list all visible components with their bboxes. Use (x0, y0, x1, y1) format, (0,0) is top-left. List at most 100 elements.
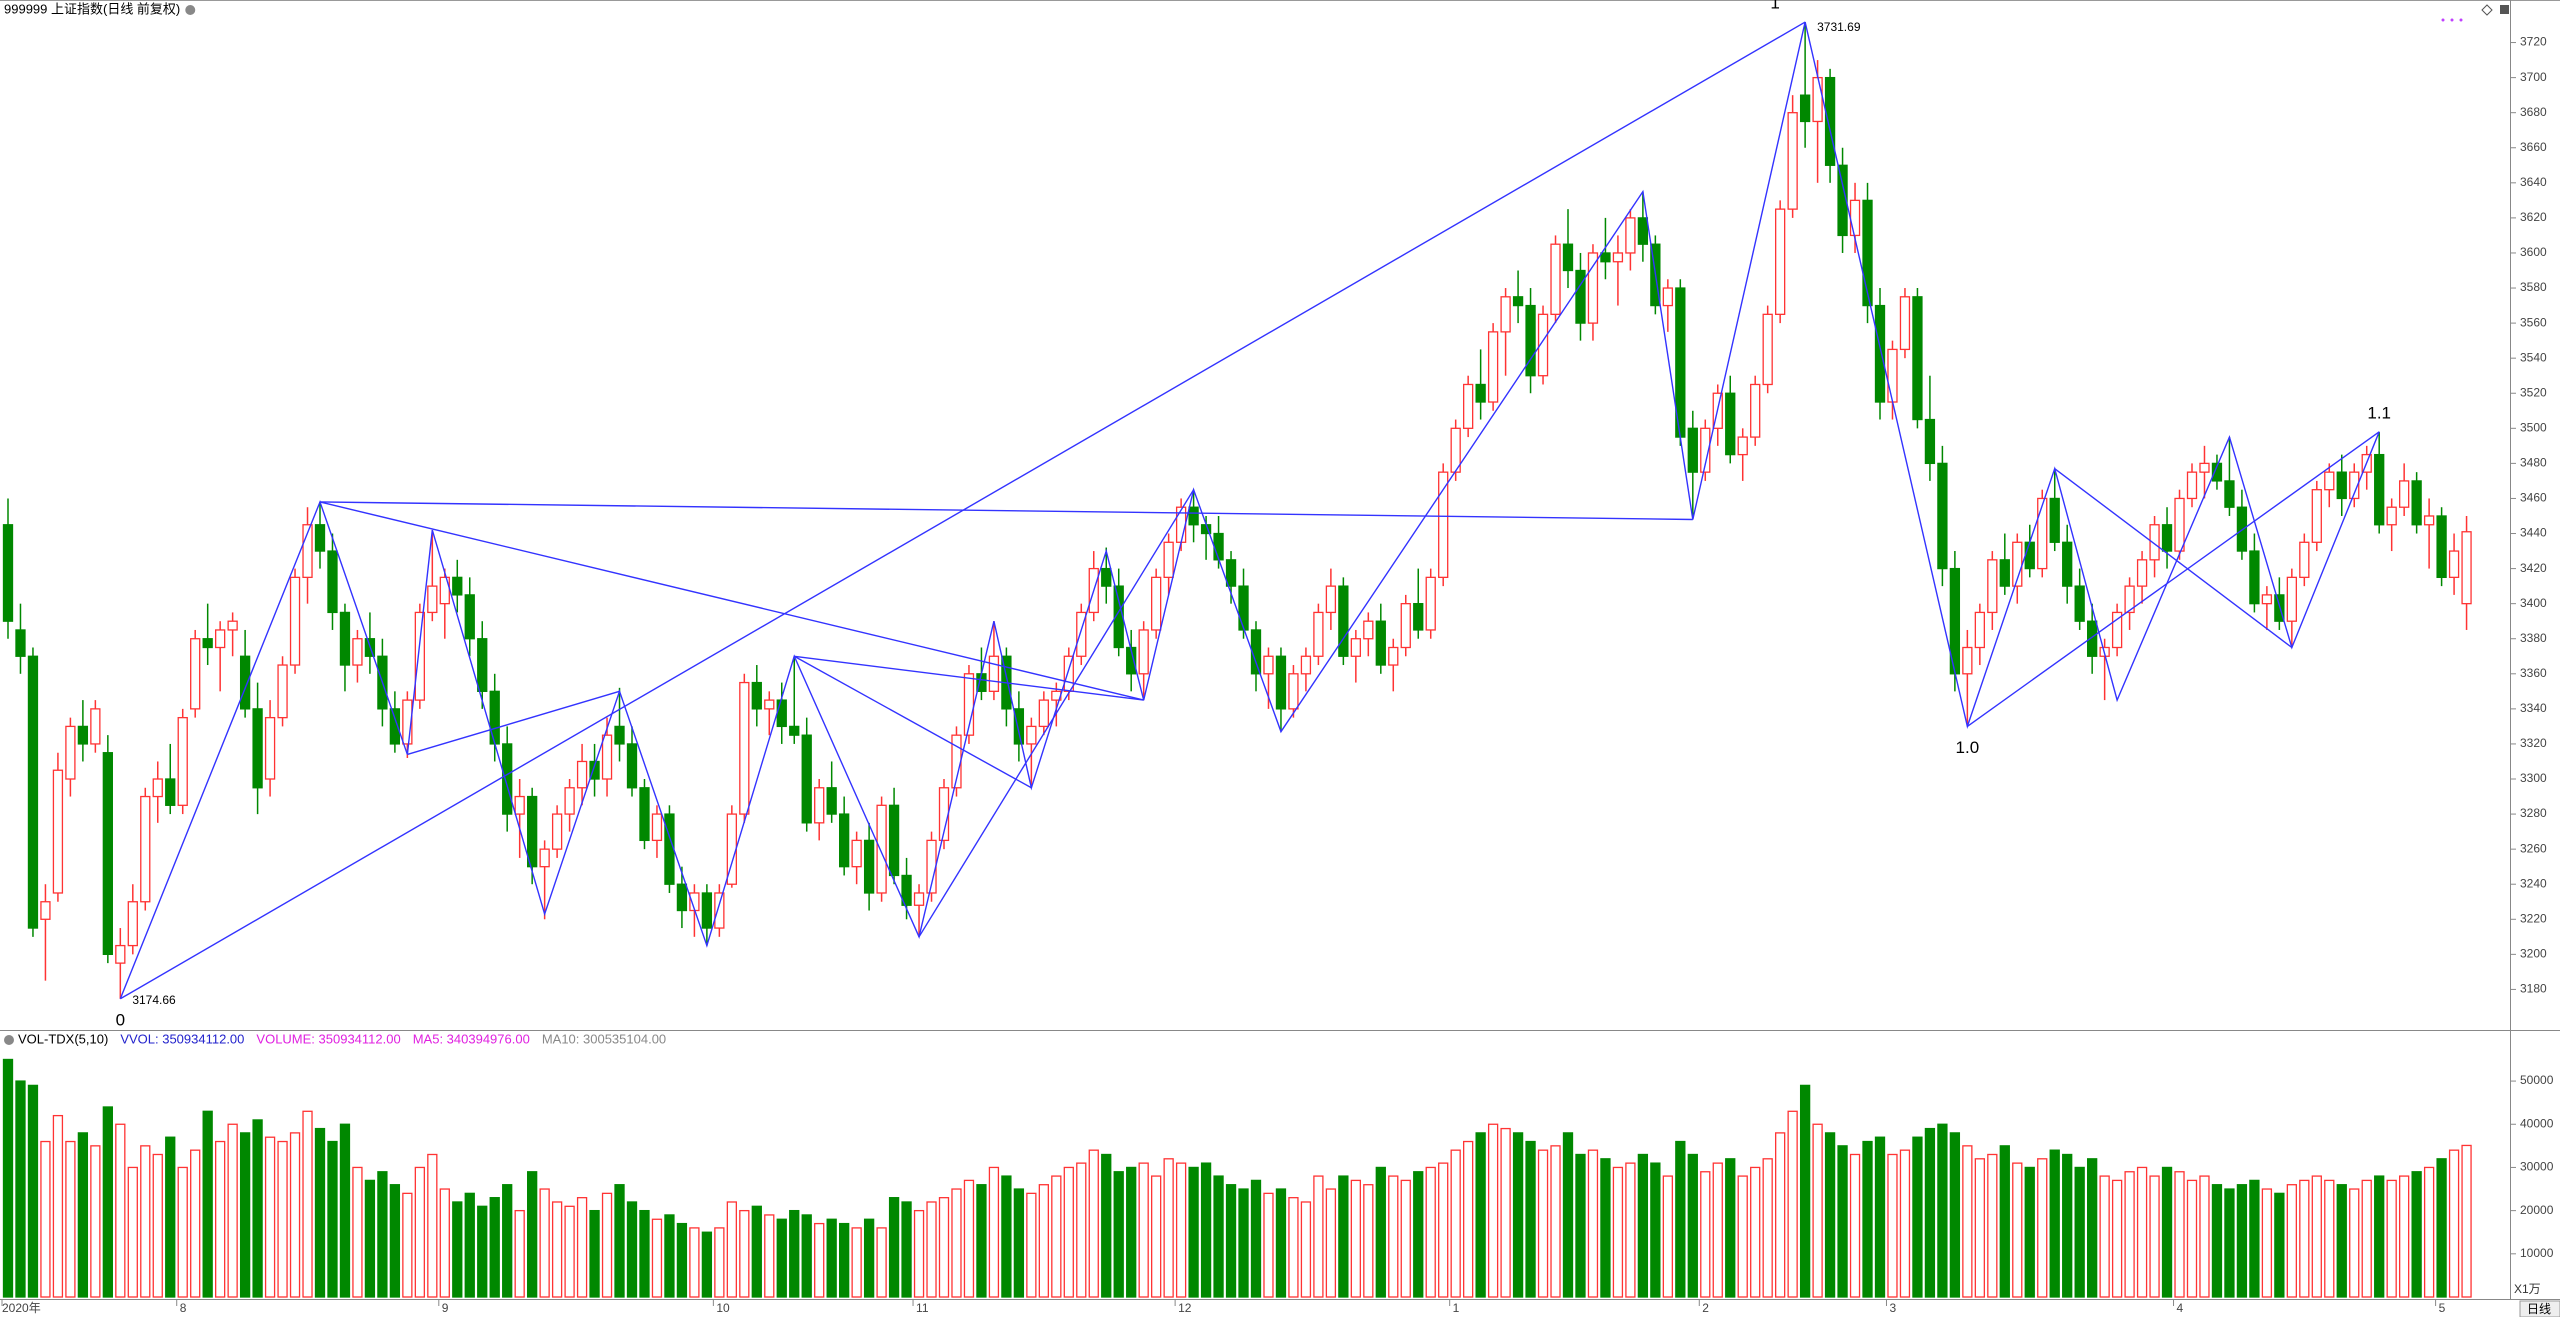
candle-body (876, 804, 887, 894)
candle-body (1338, 585, 1349, 657)
volume-bar (527, 1171, 538, 1298)
candle-body (2062, 541, 2073, 587)
candle-body (2374, 453, 2385, 526)
volume-bar (1837, 1145, 1848, 1298)
candle-body (102, 752, 113, 956)
y-tick-label: 3600 (2520, 245, 2547, 259)
volume-bar (1425, 1166, 1436, 1298)
y-tick-label: 3360 (2520, 666, 2547, 680)
candle-body (165, 778, 176, 806)
volume-bar (239, 1132, 251, 1298)
volume-bar (1200, 1162, 1212, 1298)
volume-bar (1537, 1149, 1549, 1298)
volume-bar (215, 1140, 226, 1298)
volume-bar (551, 1201, 563, 1298)
y-tick-label: 3560 (2520, 315, 2547, 329)
candle-body (527, 795, 538, 868)
candle-body (1899, 296, 1911, 351)
volume-bar (1937, 1123, 1948, 1298)
x-tick-label: 5 (2439, 1301, 2446, 1315)
candle-body (1138, 629, 1149, 675)
candle-body (601, 734, 613, 780)
candle-body (1038, 699, 1049, 728)
volume-bar (851, 1227, 862, 1298)
candle-body (888, 804, 900, 877)
volume-bar (2461, 1144, 2472, 1298)
period-tab[interactable] (2519, 1300, 2560, 1317)
volume-bar (1350, 1179, 1361, 1298)
volume-bar (1088, 1149, 1099, 1298)
volume-bar (1612, 1166, 1624, 1298)
volume-bar (876, 1227, 887, 1298)
volume-bar (714, 1227, 725, 1298)
candle-body (127, 901, 138, 947)
volume-bar (1338, 1175, 1349, 1298)
candle-body (1874, 304, 1886, 403)
candle-body (1026, 725, 1037, 745)
volume-bar (502, 1184, 513, 1298)
volume-bar (1363, 1184, 1374, 1298)
y-tick-label: 20000 (2520, 1203, 2554, 1217)
y-tick-label: 3720 (2520, 35, 2547, 49)
volume-bar (40, 1140, 51, 1298)
volume-bar (1849, 1153, 1861, 1298)
volume-bar (1013, 1188, 1025, 1298)
candle-body (2261, 594, 2273, 605)
y-tick-label: 3480 (2520, 456, 2547, 470)
unit-label: X1万 (2514, 1282, 2541, 1296)
volume-bar (2199, 1175, 2210, 1298)
volume-bar (2099, 1175, 2110, 1298)
candle-body (801, 734, 812, 824)
y-tick-label: 3640 (2520, 175, 2547, 189)
candle-body (1188, 506, 1199, 526)
candle-body (1600, 252, 1611, 263)
x-tick-label: 10 (716, 1301, 730, 1315)
y-tick-label: 3280 (2520, 806, 2547, 820)
trend-line (794, 655, 1144, 701)
volume-bar (2436, 1158, 2447, 1298)
candle-body (776, 699, 787, 728)
close-icon[interactable] (2500, 5, 2509, 14)
toggle-icon[interactable] (2481, 4, 2493, 16)
trend-line (1966, 431, 2380, 727)
indicator-icon[interactable] (4, 1035, 14, 1045)
x-tick-label: 3 (1889, 1301, 1896, 1315)
candle-body (115, 944, 126, 964)
volume-bar (1238, 1188, 1249, 1298)
candle-body (2349, 471, 2360, 500)
settings-icon[interactable] (185, 5, 196, 15)
volume-bar (626, 1201, 638, 1298)
candle-body (839, 813, 850, 868)
candle-body (1213, 532, 1224, 561)
candle-body (751, 681, 762, 710)
volume-bar (1974, 1158, 1985, 1298)
candle-body (215, 629, 226, 649)
candle-body (2286, 576, 2297, 622)
candle-body (1151, 576, 1162, 631)
candle-body (15, 629, 26, 657)
candle-body (2111, 611, 2123, 649)
volume-bar (2374, 1175, 2385, 1298)
candle-body (190, 638, 201, 710)
candle-body (202, 638, 213, 649)
candle-body (1275, 655, 1287, 710)
volume-bar (1126, 1166, 1137, 1298)
volume-bar (2274, 1192, 2285, 1298)
candle-body (901, 874, 912, 906)
volume-bar (1962, 1145, 1973, 1298)
candle-body (1413, 603, 1424, 631)
y-tick-label: 3320 (2520, 736, 2547, 750)
volume-bar (1712, 1162, 1723, 1298)
volume-bar (1637, 1153, 1649, 1298)
candle-body (1937, 462, 1948, 570)
volume-bar (963, 1179, 975, 1298)
volume-bar (614, 1184, 625, 1298)
volume-bar (389, 1184, 401, 1298)
candle-body (551, 813, 563, 850)
candle-body (2423, 515, 2435, 526)
volume-bar (2224, 1188, 2235, 1298)
volume-bar (2236, 1184, 2248, 1298)
candle-body (714, 892, 725, 929)
volume-bar (327, 1140, 338, 1298)
volume-bar (1413, 1171, 1424, 1298)
